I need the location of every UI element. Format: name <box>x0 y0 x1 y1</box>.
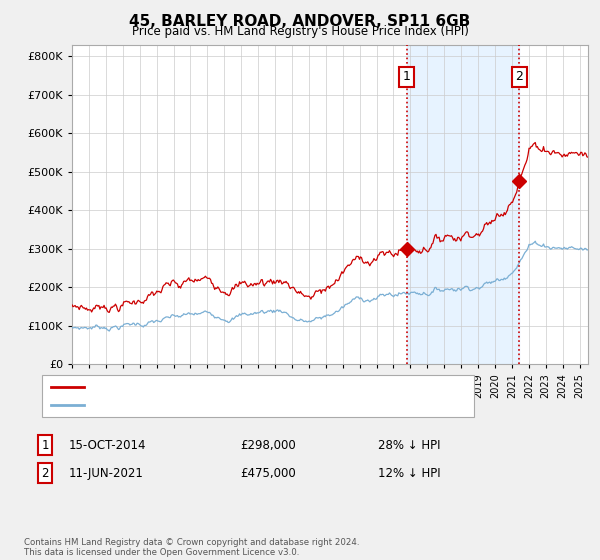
Text: 45, BARLEY ROAD, ANDOVER, SP11 6GB (detached house): 45, BARLEY ROAD, ANDOVER, SP11 6GB (deta… <box>90 382 395 392</box>
Text: 15-OCT-2014: 15-OCT-2014 <box>69 438 146 452</box>
Text: £475,000: £475,000 <box>240 466 296 480</box>
Text: 45, BARLEY ROAD, ANDOVER, SP11 6GB: 45, BARLEY ROAD, ANDOVER, SP11 6GB <box>130 14 470 29</box>
Text: Contains HM Land Registry data © Crown copyright and database right 2024.
This d: Contains HM Land Registry data © Crown c… <box>24 538 359 557</box>
Text: 2: 2 <box>515 70 523 83</box>
Text: 28% ↓ HPI: 28% ↓ HPI <box>378 438 440 452</box>
Bar <box>407 45 520 364</box>
Text: 11-JUN-2021: 11-JUN-2021 <box>69 466 144 480</box>
Text: 2: 2 <box>41 466 49 480</box>
Text: £298,000: £298,000 <box>240 438 296 452</box>
Text: HPI: Average price, detached house, Test Valley: HPI: Average price, detached house, Test… <box>90 400 338 410</box>
Text: Price paid vs. HM Land Registry's House Price Index (HPI): Price paid vs. HM Land Registry's House … <box>131 25 469 38</box>
Text: 12% ↓ HPI: 12% ↓ HPI <box>378 466 440 480</box>
Text: 1: 1 <box>403 70 411 83</box>
Text: 1: 1 <box>41 438 49 452</box>
